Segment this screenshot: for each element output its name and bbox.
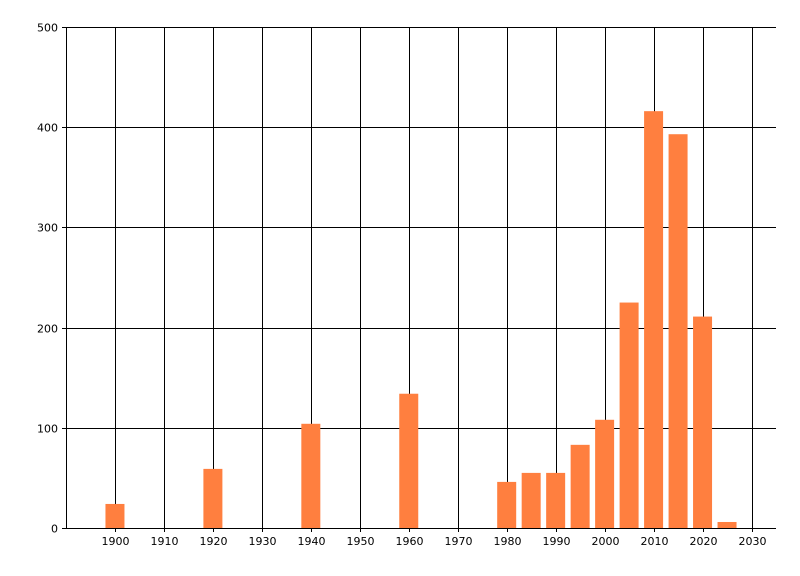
y-tick-label: 200 (37, 323, 58, 336)
bar (301, 423, 321, 528)
x-tick-label: 1930 (249, 535, 277, 548)
y-tick-label: 500 (37, 22, 58, 35)
x-tick-label: 2000 (592, 535, 620, 548)
x-tick-label: 1910 (151, 535, 179, 548)
x-tick-label: 1940 (298, 535, 326, 548)
y-tick-label: 100 (37, 423, 58, 436)
bar (717, 521, 737, 528)
bar (595, 419, 615, 528)
x-tick-label: 2020 (690, 535, 718, 548)
bar (105, 503, 125, 528)
x-tick-label: 2010 (641, 535, 669, 548)
y-tick-label: 400 (37, 122, 58, 135)
x-tick-label: 1970 (445, 535, 473, 548)
bars-group (105, 111, 737, 529)
x-tick-label: 1960 (396, 535, 424, 548)
x-tick-label: 1950 (347, 535, 375, 548)
axes (66, 27, 776, 529)
grid-lines (62, 27, 776, 532)
bar (497, 481, 517, 528)
bar (570, 444, 590, 528)
x-tick-label: 1920 (200, 535, 228, 548)
bar (521, 472, 541, 528)
x-tick-label: 1900 (102, 535, 130, 548)
bar (546, 472, 566, 528)
x-tick-label: 2030 (739, 535, 767, 548)
y-tick-label: 0 (51, 523, 58, 536)
tick-labels: 1900 1910 1920 1930 1940 1950 1960 1970 1980 1990… (37, 22, 767, 549)
bar (693, 316, 713, 528)
bar (668, 134, 688, 529)
bar (203, 468, 223, 528)
bar (399, 393, 419, 528)
x-tick-label: 1990 (543, 535, 571, 548)
bar (619, 302, 639, 528)
bar (644, 111, 664, 528)
x-tick-label: 1980 (494, 535, 522, 548)
y-tick-label: 300 (37, 222, 58, 235)
